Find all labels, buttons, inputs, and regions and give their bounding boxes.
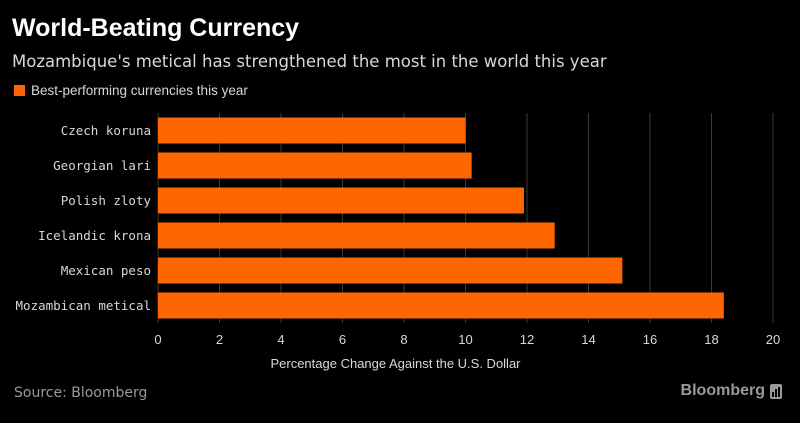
x-tick-label: 14 bbox=[581, 332, 595, 347]
y-category-label: Georgian lari bbox=[53, 158, 151, 173]
y-category-label: Mozambican metical bbox=[16, 298, 151, 313]
y-category-label: Icelandic krona bbox=[38, 228, 151, 243]
y-category-label: Mexican peso bbox=[61, 263, 151, 278]
x-axis-label: Percentage Change Against the U.S. Dolla… bbox=[270, 356, 521, 371]
terminal-icon bbox=[770, 383, 782, 399]
bar bbox=[158, 117, 466, 144]
legend: Best-performing currencies this year bbox=[14, 83, 248, 98]
legend-swatch bbox=[14, 85, 25, 96]
x-tick-label: 0 bbox=[154, 332, 161, 347]
x-tick-label: 6 bbox=[339, 332, 346, 347]
legend-label: Best-performing currencies this year bbox=[31, 83, 248, 98]
x-tick-label: 12 bbox=[520, 332, 534, 347]
brand-logo: Bloomberg bbox=[681, 382, 782, 400]
source-note: Source: Bloomberg bbox=[14, 385, 148, 401]
brand-name: Bloomberg bbox=[680, 382, 765, 399]
x-tick-label: 10 bbox=[458, 332, 472, 347]
chart-title: World-Beating Currency bbox=[12, 14, 300, 42]
bar bbox=[158, 292, 724, 319]
bar bbox=[158, 152, 472, 179]
x-tick-label: 4 bbox=[277, 332, 284, 347]
y-category-label: Czech koruna bbox=[61, 123, 151, 138]
bar bbox=[158, 222, 555, 249]
x-tick-label: 20 bbox=[766, 332, 780, 347]
x-tick-label: 18 bbox=[704, 332, 718, 347]
bar bbox=[158, 257, 623, 284]
x-tick-label: 2 bbox=[216, 332, 223, 347]
bar bbox=[158, 187, 524, 214]
x-tick-label: 16 bbox=[643, 332, 657, 347]
y-category-label: Polish zloty bbox=[61, 193, 152, 208]
x-tick-label: 8 bbox=[400, 332, 407, 347]
chart-subtitle: Mozambique's metical has strengthened th… bbox=[12, 52, 607, 71]
